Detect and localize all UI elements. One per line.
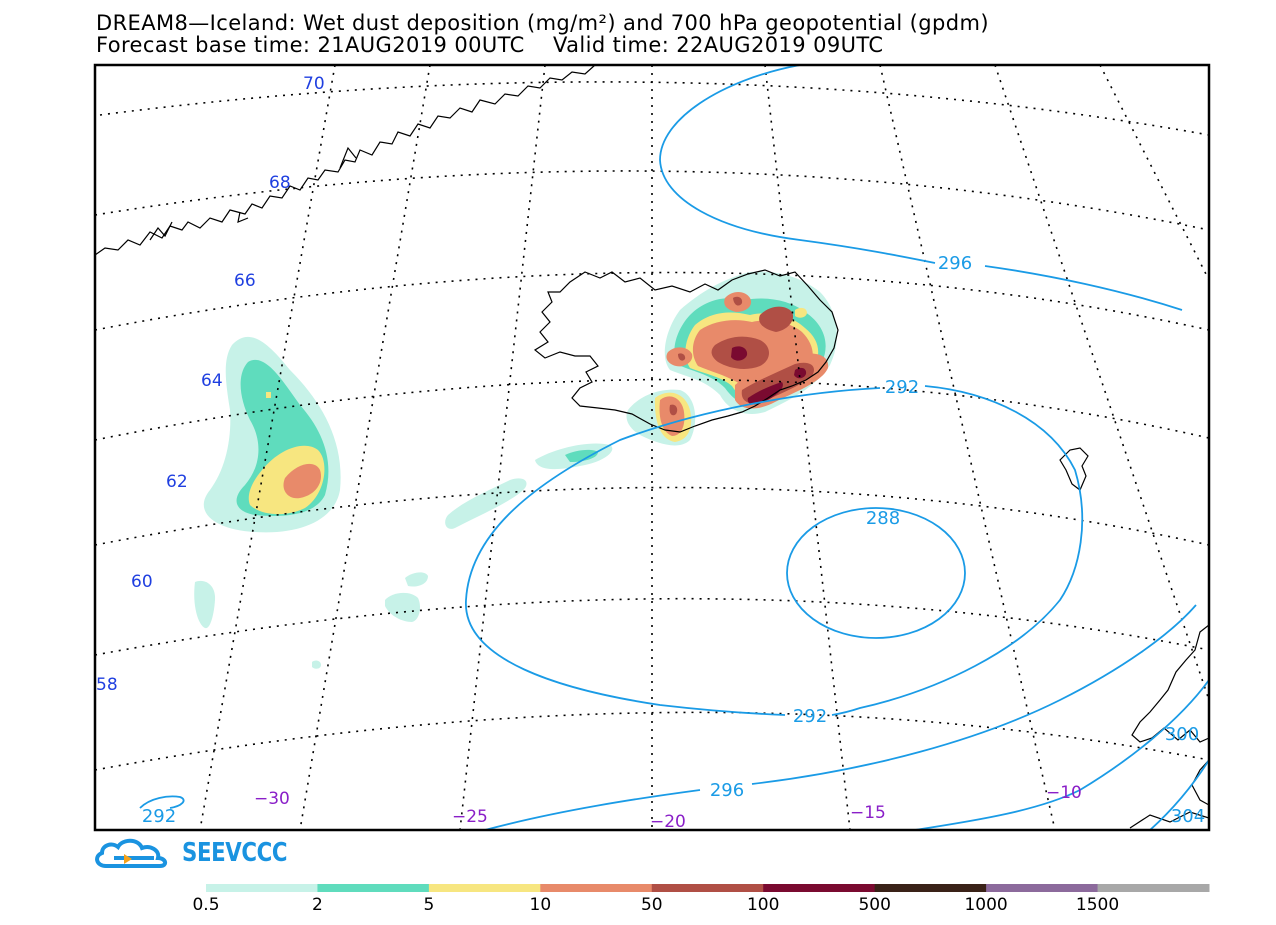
graticule: [95, 65, 1209, 830]
dust-area: [445, 478, 527, 529]
latitude-label: 66: [234, 271, 256, 291]
latitude-label: 58: [96, 675, 118, 695]
legend-bars: [206, 884, 1210, 892]
dust-area: [659, 396, 685, 436]
logo-text: SEEVCCC: [182, 838, 288, 868]
latitude-label: 68: [269, 173, 291, 193]
title-line-1: DREAM8—Iceland: Wet dust deposition (mg/…: [96, 11, 989, 35]
latitude-label: 70: [303, 74, 325, 94]
legend-swatch: [763, 884, 876, 892]
map-frame: [93, 63, 1211, 832]
legend-swatch: [428, 884, 541, 892]
latitude-label: 62: [166, 472, 188, 492]
contour-label: 300: [1165, 724, 1199, 745]
dust-area: [565, 449, 598, 462]
legend-swatch: [1097, 884, 1210, 892]
contour-label: 296: [710, 780, 744, 801]
legend-label: 50: [641, 895, 663, 915]
dust-area: [747, 382, 783, 405]
map-panel: 296 292 288 292 296 292 300 304 70 68 66…: [93, 63, 1211, 832]
legend-labels: 0.5 2 5 10 50 100 500 1000 1500: [192, 895, 1119, 915]
dust-area: [669, 404, 678, 416]
longitude-label: −20: [650, 812, 686, 832]
geopotential-contours: [139, 65, 1209, 830]
dust-area: [678, 353, 686, 361]
legend-swatch: [317, 884, 430, 892]
legend-swatch: [986, 884, 1099, 892]
longitude-label: −15: [850, 803, 886, 823]
latitude-label: 64: [201, 371, 223, 391]
longitude-label: −25: [452, 807, 488, 827]
title-line-2: Forecast base time: 21AUG2019 00UTC Vali…: [96, 33, 884, 57]
contour-label: 288: [866, 508, 900, 529]
legend-swatch: [874, 884, 987, 892]
legend-label: 100: [747, 895, 779, 915]
contour-label: 292: [142, 806, 176, 827]
dust-area: [733, 296, 743, 306]
latitude-label: 60: [131, 572, 153, 592]
legend-label: 5: [423, 895, 434, 915]
legend-label: 0.5: [192, 895, 219, 915]
legend-label: 1500: [1076, 895, 1119, 915]
dust-area: [794, 367, 807, 379]
dust-area: [283, 463, 322, 499]
contour-label: 304: [1171, 806, 1205, 827]
dust-area: [731, 346, 748, 361]
legend-swatch: [651, 884, 764, 892]
legend-label: 1000: [964, 895, 1007, 915]
cloud-logo-icon: [95, 838, 167, 868]
longitude-label: −30: [254, 789, 290, 809]
map-content: [95, 65, 1209, 830]
dust-area: [405, 572, 428, 587]
dust-area: [759, 306, 794, 332]
dust-area: [385, 592, 420, 622]
seevccc-logo: SEEVCCC: [94, 836, 304, 872]
dust-area: [266, 392, 271, 398]
dust-area: [194, 580, 216, 629]
dust-area: [312, 660, 321, 669]
dust-area: [795, 307, 807, 318]
contour-label: 292: [793, 706, 827, 727]
coastlines: [95, 65, 1209, 829]
legend-label: 500: [858, 895, 890, 915]
longitude-label: −10: [1046, 783, 1082, 803]
contour-label: 296: [938, 253, 972, 274]
legend-swatch: [540, 884, 653, 892]
legend-label: 10: [530, 895, 552, 915]
color-legend: 0.5 2 5 10 50 100 500 1000 1500: [192, 884, 1210, 915]
dust-deposition-field: [194, 271, 837, 669]
legend-label: 2: [312, 895, 323, 915]
legend-swatch: [206, 884, 318, 892]
contour-label: 292: [885, 377, 919, 398]
